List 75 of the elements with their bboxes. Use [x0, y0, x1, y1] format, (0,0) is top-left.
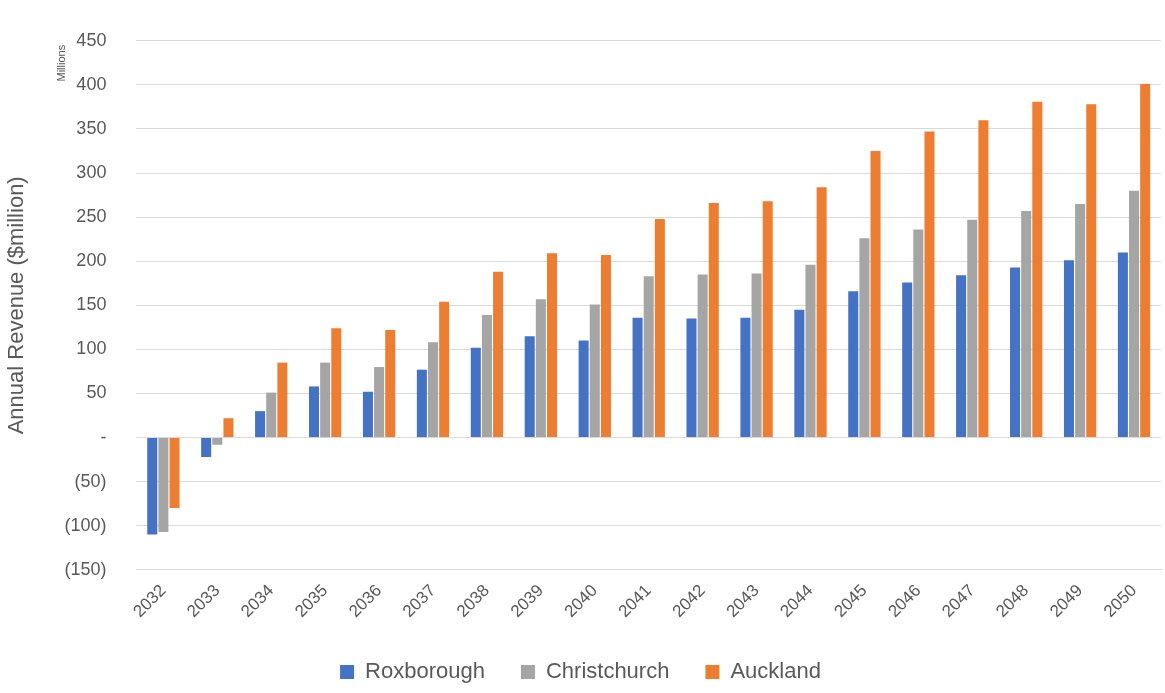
bar [1032, 101, 1043, 438]
bar [147, 438, 158, 535]
bar [201, 438, 212, 457]
bar [708, 203, 719, 438]
legend-label: Roxborough [365, 658, 485, 684]
bar [902, 282, 913, 438]
bar [1140, 84, 1151, 438]
y-tick-label: 200 [76, 250, 107, 271]
y-tick-label: - [100, 426, 107, 447]
bar [967, 219, 978, 438]
bar [848, 291, 859, 438]
bar [686, 318, 697, 438]
bar [374, 367, 385, 438]
bar [416, 369, 427, 438]
bar [1063, 260, 1074, 438]
bar [1129, 190, 1140, 438]
bar [805, 264, 816, 438]
bar [481, 315, 492, 438]
bar [600, 255, 611, 438]
bar [255, 411, 266, 438]
text: Millions [55, 44, 68, 82]
bar [859, 238, 870, 438]
bar [1010, 267, 1021, 438]
bar [362, 391, 373, 438]
bar [212, 438, 223, 445]
bar [309, 386, 320, 438]
y-tick-label: 450 [76, 29, 107, 50]
legend-label: Christchurch [545, 658, 670, 684]
bar [1086, 104, 1097, 438]
bar [578, 340, 589, 438]
bar [1021, 210, 1032, 438]
legend-label: Auckland [730, 658, 821, 684]
bar [589, 304, 600, 438]
bar [816, 187, 827, 438]
y-axis-title: Annual Revenue ($million) [3, 176, 29, 435]
bar [524, 336, 535, 438]
bar [223, 418, 234, 438]
y-tick-label: 50 [86, 382, 107, 403]
bar [924, 131, 935, 438]
bar [535, 299, 546, 438]
bar [1075, 203, 1086, 438]
y-tick-label: 100 [76, 338, 107, 359]
bar [956, 275, 967, 438]
bar [751, 273, 762, 438]
bar [762, 201, 773, 438]
bar [740, 317, 751, 438]
y-tick-label: 250 [76, 206, 107, 227]
bar [470, 347, 481, 438]
bar [978, 120, 989, 438]
bar [158, 438, 169, 532]
bar [277, 362, 288, 438]
bar [1117, 252, 1128, 438]
bar [385, 330, 396, 438]
bar [632, 317, 643, 438]
bar [794, 309, 805, 438]
y-tick-label: 150 [76, 294, 107, 315]
bar [266, 392, 277, 438]
bar [654, 218, 665, 438]
bar [493, 271, 504, 438]
y-tick-label: (150) [64, 558, 107, 579]
y-tick-label: 400 [76, 73, 107, 94]
bar [169, 438, 180, 509]
y-tick-label: 300 [76, 162, 107, 183]
bar [913, 229, 924, 438]
bar [643, 276, 654, 438]
bar [546, 253, 558, 438]
y-tick-label: (100) [64, 514, 107, 535]
bar [439, 301, 450, 438]
y-tick-label: (50) [74, 470, 107, 491]
bar [331, 328, 342, 438]
y-tick-label: 350 [76, 117, 107, 138]
bar [870, 151, 881, 438]
bar [320, 362, 331, 438]
bar [427, 342, 439, 438]
bar [697, 274, 708, 438]
